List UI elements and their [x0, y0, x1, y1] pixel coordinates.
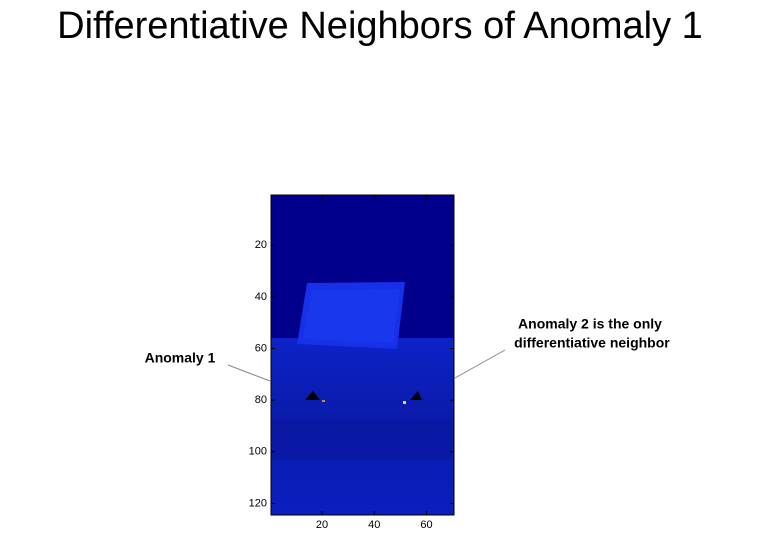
anomaly-point	[322, 400, 325, 402]
y-tick-label: 120	[249, 497, 267, 509]
annotation: Anomaly 1	[145, 350, 216, 366]
y-tick-label: 40	[255, 291, 267, 303]
annotation: Anomaly 2 is the only	[518, 316, 662, 332]
image	[271, 195, 454, 515]
image-dark-patch	[410, 391, 422, 400]
image-dark-patch	[305, 391, 320, 400]
annotation-leader	[454, 349, 506, 379]
y-tick-label: 20	[255, 239, 267, 251]
anomaly-point	[403, 401, 406, 404]
y-tick-label: 60	[255, 342, 267, 354]
y-tick-label: 100	[249, 446, 267, 458]
x-tick-label: 20	[316, 519, 328, 531]
x-tick-label: 60	[420, 519, 432, 531]
annotation-leader	[227, 364, 271, 382]
annotation: differentiative neighbor	[510, 335, 670, 351]
image-screen-inner	[303, 289, 400, 343]
y-tick-label: 80	[255, 394, 267, 406]
x-tick-label: 40	[368, 519, 380, 531]
axes-frame	[270, 194, 455, 516]
image-shadow	[271, 420, 454, 460]
chart-title: Differentiative Neighbors of Anomaly 1	[57, 5, 703, 47]
